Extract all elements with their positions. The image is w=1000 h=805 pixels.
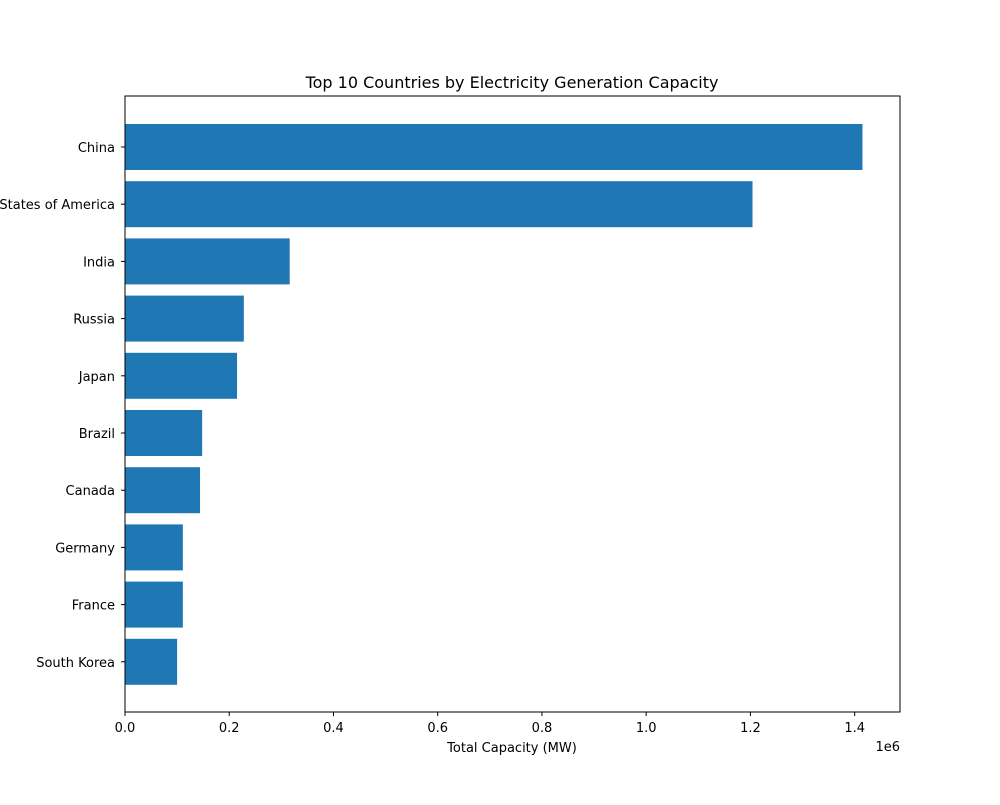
x-tick-label: 1.0 bbox=[636, 721, 657, 736]
y-tick-label-china: China bbox=[78, 141, 115, 156]
y-axis-ticks: China United States of America India Russia… bbox=[0, 141, 125, 671]
x-tick-label: 1.4 bbox=[844, 721, 865, 736]
x-tick-label: 0.8 bbox=[532, 721, 553, 736]
y-tick-label-germany: Germany bbox=[55, 541, 115, 556]
x-tick-label: 0.0 bbox=[115, 721, 136, 736]
x-axis-ticks: 0.0 0.2 0.4 0.6 0.8 1.0 1.2 1.4 bbox=[115, 712, 865, 736]
y-tick-label-france: France bbox=[72, 599, 115, 614]
y-tick-label-brazil: Brazil bbox=[79, 427, 115, 442]
bar-canada bbox=[125, 467, 201, 514]
y-tick-label-south-korea: South Korea bbox=[36, 656, 115, 671]
y-tick-label-canada: Canada bbox=[66, 484, 115, 499]
bar-france bbox=[125, 581, 183, 628]
bars-group bbox=[125, 124, 863, 685]
bar-germany bbox=[125, 524, 183, 571]
y-tick-label-india: India bbox=[83, 255, 115, 270]
bar-brazil bbox=[125, 410, 203, 456]
bar-russia bbox=[125, 295, 244, 342]
y-tick-label-united-states-of-america: United States of America bbox=[0, 198, 115, 213]
y-tick-label-japan: Japan bbox=[78, 370, 115, 385]
x-tick-label: 0.2 bbox=[219, 721, 240, 736]
x-axis-label: Total Capacity (MW) bbox=[446, 741, 577, 756]
x-tick-label: 0.6 bbox=[427, 721, 448, 736]
chart-title: Top 10 Countries by Electricity Generati… bbox=[305, 73, 719, 92]
bar-united-states-of-america bbox=[125, 181, 753, 228]
plot-area-frame bbox=[124, 95, 901, 713]
x-axis-offset-label: 1e6 bbox=[875, 740, 900, 755]
x-tick-label: 1.2 bbox=[740, 721, 761, 736]
bar-china bbox=[125, 124, 863, 170]
y-tick-label-russia: Russia bbox=[73, 313, 115, 328]
x-tick-label: 0.4 bbox=[323, 721, 344, 736]
bar-india bbox=[125, 238, 290, 285]
bar-south-korea bbox=[125, 638, 178, 685]
bar-japan bbox=[125, 352, 238, 399]
